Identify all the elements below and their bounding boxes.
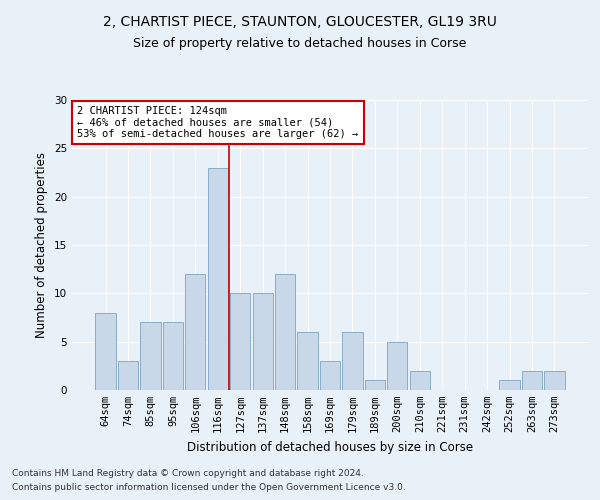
Text: Contains public sector information licensed under the Open Government Licence v3: Contains public sector information licen… (12, 484, 406, 492)
Bar (320, 361, 340, 390)
Bar (298, 332, 317, 390)
Text: 2, CHARTIST PIECE, STAUNTON, GLOUCESTER, GL19 3RU: 2, CHARTIST PIECE, STAUNTON, GLOUCESTER,… (103, 15, 497, 29)
Bar (185, 274, 205, 390)
Bar (208, 168, 228, 390)
Bar (544, 370, 565, 390)
Bar (275, 274, 295, 390)
Bar (230, 294, 250, 390)
Bar (410, 370, 430, 390)
X-axis label: Distribution of detached houses by size in Corse: Distribution of detached houses by size … (187, 440, 473, 454)
Bar (95, 312, 116, 390)
Bar (522, 370, 542, 390)
Bar (163, 322, 183, 390)
Text: Contains HM Land Registry data © Crown copyright and database right 2024.: Contains HM Land Registry data © Crown c… (12, 468, 364, 477)
Bar (365, 380, 385, 390)
Text: Size of property relative to detached houses in Corse: Size of property relative to detached ho… (133, 38, 467, 51)
Text: 2 CHARTIST PIECE: 124sqm
← 46% of detached houses are smaller (54)
53% of semi-d: 2 CHARTIST PIECE: 124sqm ← 46% of detach… (77, 106, 358, 139)
Bar (387, 342, 407, 390)
Bar (118, 361, 138, 390)
Bar (253, 294, 273, 390)
Bar (140, 322, 161, 390)
Bar (499, 380, 520, 390)
Y-axis label: Number of detached properties: Number of detached properties (35, 152, 49, 338)
Bar (343, 332, 362, 390)
